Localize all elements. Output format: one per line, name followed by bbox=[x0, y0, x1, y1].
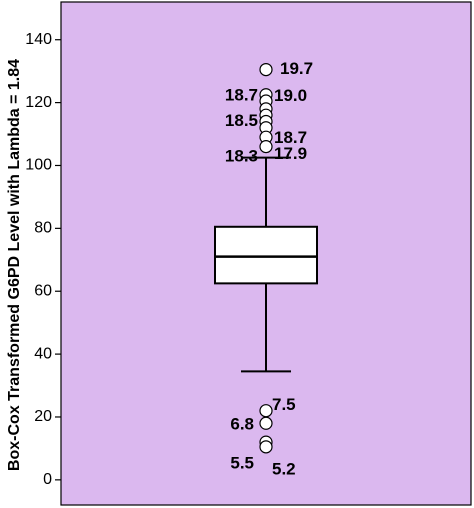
y-tick-label: 40 bbox=[34, 345, 52, 362]
y-tick-label: 20 bbox=[34, 408, 52, 425]
outlier-point bbox=[259, 404, 273, 418]
box bbox=[214, 156, 318, 373]
outlier-label: 19.7 bbox=[280, 59, 313, 78]
outlier-label: 17.9 bbox=[274, 144, 307, 163]
outlier-point bbox=[259, 62, 273, 77]
y-tick-label: 60 bbox=[34, 282, 52, 299]
y-tick-label: 140 bbox=[25, 31, 52, 48]
outliers: 19.7 19.0 18.7 18.5 18.7 18.3 17.9 7.5 6.8 5.5 5.2 bbox=[225, 59, 313, 478]
outlier-label: 5.5 bbox=[230, 454, 254, 473]
outlier-label: 18.3 bbox=[225, 147, 258, 166]
outlier-point bbox=[259, 416, 273, 430]
outlier-label: 6.8 bbox=[230, 415, 254, 434]
outlier-label: 18.7 bbox=[225, 86, 258, 105]
y-axis: 0 20 40 60 80 100 120 140 bbox=[25, 31, 61, 488]
y-tick-label: 120 bbox=[25, 94, 52, 111]
interquartile-box bbox=[214, 225, 318, 285]
outlier-label: 5.2 bbox=[272, 459, 296, 478]
y-axis-title: Box-Cox Transformed G6PD Level with Lamb… bbox=[6, 59, 23, 471]
outlier-point bbox=[259, 140, 273, 154]
outlier-label: 18.7 bbox=[274, 128, 307, 147]
y-tick-label: 80 bbox=[34, 220, 52, 237]
outlier-label: 19.0 bbox=[274, 86, 307, 105]
outlier-label: 18.5 bbox=[225, 111, 258, 130]
y-tick-label: 100 bbox=[25, 157, 52, 174]
outlier-label: 7.5 bbox=[272, 395, 296, 414]
outlier-point bbox=[259, 440, 273, 454]
y-tick-label: 0 bbox=[43, 471, 52, 488]
